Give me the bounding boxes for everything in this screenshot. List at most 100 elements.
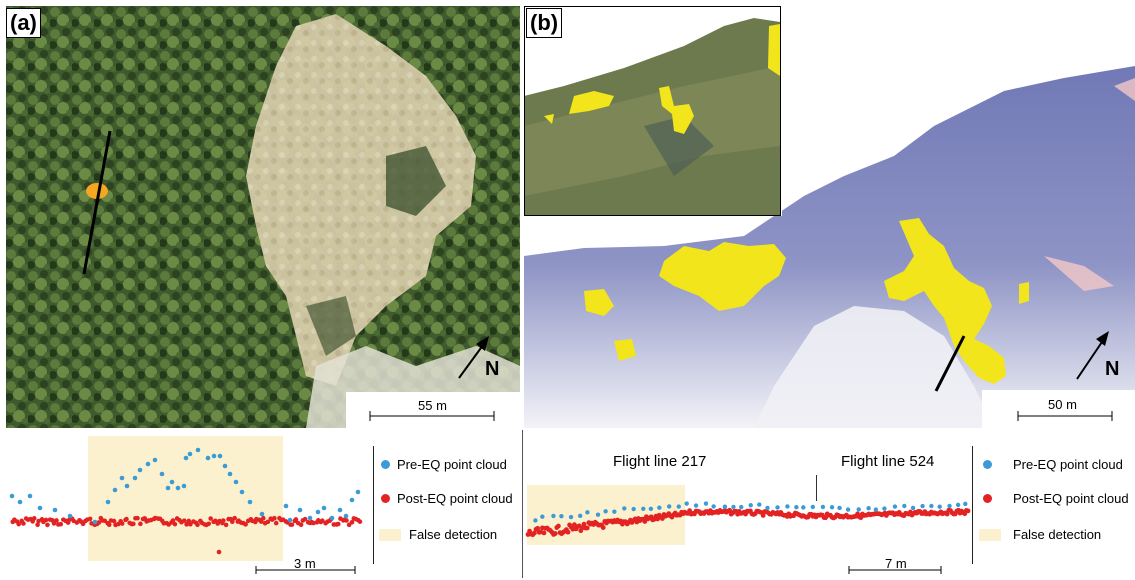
flight-line-left-label: Flight line 217 (613, 453, 707, 470)
flight-line-right-label: Flight line 524 (841, 453, 935, 470)
pre-eq-point (105, 499, 111, 505)
pre-eq-point (622, 506, 627, 511)
post-eq-point (243, 522, 248, 527)
post-eq-point (642, 519, 648, 524)
post-eq-point (965, 508, 971, 514)
panel-a-map: N 55 m (6, 6, 520, 428)
profile-b: Flight line 217 Flight line 524 Pre-EQ p… (523, 430, 1135, 578)
pre-eq-point (533, 518, 538, 523)
pre-eq-point (27, 493, 33, 499)
post-eq-point (16, 521, 22, 527)
pre-eq-point (910, 505, 916, 511)
post-eq-point (581, 521, 587, 527)
post-eq-point (298, 522, 304, 528)
pre-eq-point (775, 505, 780, 510)
detection-clusters (584, 218, 1029, 384)
detection-blob (86, 183, 108, 199)
post-eq-point (119, 521, 125, 526)
post-eq-point (232, 515, 237, 521)
post-eq-point (727, 507, 732, 513)
profile-a: Pre-EQ point cloud Post-EQ point cloud F… (0, 430, 522, 578)
pre-eq-point (801, 505, 806, 510)
pre-eq-point (837, 505, 842, 511)
post-eq-point (216, 549, 222, 555)
pre-eq-point (559, 513, 564, 519)
scale-box-b: 50 m (982, 390, 1135, 428)
post-eq-point (21, 521, 26, 526)
post-eq-point (311, 520, 316, 526)
pre-eq-point (703, 501, 709, 506)
post-eq-point (106, 522, 112, 527)
flight-line-boundary (816, 475, 817, 501)
pre-eq-point (211, 453, 217, 459)
pre-eq-point (856, 507, 861, 512)
pre-eq-point (866, 506, 871, 511)
pre-eq-point (577, 513, 583, 519)
post-eq-point (944, 511, 950, 517)
panel-b-elevation-change (524, 6, 1135, 428)
pre-eq-point (152, 457, 158, 463)
legend-pre-dot (381, 460, 390, 469)
post-eq-point (584, 525, 590, 531)
post-eq-point (532, 530, 537, 536)
post-eq-point (131, 521, 136, 527)
pre-eq-point (355, 489, 361, 495)
pre-eq-point (845, 507, 851, 512)
post-eq-point (184, 522, 189, 527)
pre-eq-point (829, 505, 835, 510)
pre-eq-point (731, 504, 736, 510)
post-eq-point (302, 516, 308, 522)
post-eq-point (96, 520, 102, 525)
pre-eq-point (297, 507, 303, 513)
post-eq-point (565, 529, 571, 535)
pre-eq-point (315, 509, 321, 515)
pre-eq-point (666, 504, 672, 509)
post-eq-point (335, 521, 341, 527)
profile-line-a (82, 130, 112, 275)
post-eq-point (760, 513, 766, 518)
pre-eq-point (165, 485, 171, 491)
post-eq-point (111, 518, 117, 524)
scale-label-a: 55 m (418, 398, 447, 413)
post-eq-point (124, 516, 129, 522)
pre-eq-point (568, 514, 574, 520)
pre-eq-point (124, 483, 130, 489)
post-eq-point (272, 515, 277, 521)
pre-eq-point (765, 505, 770, 511)
post-eq-point (220, 518, 226, 523)
pre-eq-point (585, 510, 590, 515)
panel-a-orthophoto (6, 6, 520, 428)
post-eq-point (230, 519, 235, 524)
pre-eq-point (963, 501, 968, 507)
post-eq-point (289, 522, 295, 527)
clearing-area (246, 14, 476, 386)
pre-eq-point (648, 506, 654, 512)
post-eq-point (344, 518, 349, 523)
pre-eq-point (785, 504, 790, 509)
post-eq-point (535, 525, 540, 531)
pre-eq-point (684, 501, 689, 506)
pre-eq-point (794, 504, 799, 510)
legend-false-label: False detection (1013, 527, 1102, 542)
post-eq-point (349, 519, 355, 525)
pre-eq-point (343, 513, 349, 519)
pre-eq-point (892, 504, 898, 509)
profile-scale-label-b: 7 m (885, 556, 907, 571)
pre-eq-point (920, 503, 925, 509)
pre-eq-point (631, 506, 636, 512)
point-profile-a (9, 447, 363, 555)
post-eq-point (258, 519, 264, 524)
pre-eq-point (119, 475, 125, 481)
pre-eq-point (955, 502, 961, 508)
legend-divider-b (972, 446, 973, 564)
pre-eq-point (820, 504, 826, 510)
scale-bar-b (1017, 411, 1113, 421)
north-arrow-icon (1076, 335, 1107, 380)
pre-eq-point (882, 506, 887, 511)
legend-false-swatch (979, 529, 1001, 541)
inset-photo (524, 6, 782, 216)
pre-eq-point (259, 511, 265, 517)
pre-eq-point (169, 479, 175, 485)
pre-eq-point (748, 503, 753, 508)
pre-eq-point (227, 471, 233, 477)
